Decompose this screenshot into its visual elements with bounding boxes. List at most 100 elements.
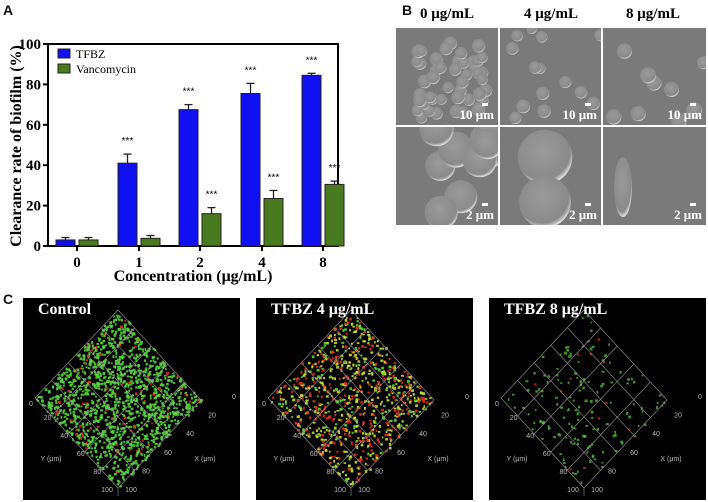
cell-dot [161,360,164,363]
cell-dot [307,435,311,438]
cell-dot [70,399,73,403]
cell-dot [80,393,83,396]
cell-dot [342,345,344,348]
cell-dot [72,410,76,414]
cell-dot [332,430,335,433]
cell-dot [546,380,549,384]
x-tick-label: 60 [164,450,172,457]
cell-dot [102,339,105,343]
cell-dot [411,389,414,392]
cell-dot [65,378,68,381]
cell-dot [137,378,141,381]
cell-dot [656,406,658,410]
cell-dot [375,429,378,433]
cell-dot [53,416,56,419]
cell-dot [362,365,365,368]
cell-dot [569,468,572,471]
cell-dot [334,377,336,381]
cell-dot [102,360,106,364]
cell-dot [134,399,137,403]
cell-dot [363,366,366,369]
cell-dot [94,445,98,447]
cell-dot [381,348,385,350]
cell-dot [368,432,372,436]
cell-dot [308,385,311,388]
cell-dot [366,438,370,442]
bacterium [614,157,632,217]
cell-dot [386,421,389,425]
cell-dot [349,398,352,401]
cell-dot [99,403,102,406]
cell-dot [324,411,328,414]
cell-dot [338,436,342,439]
cell-dot [73,418,76,421]
cell-dot [344,478,348,481]
x-tick-label: 0 [465,394,469,401]
cell-dot [353,388,357,391]
cell-dot [535,390,539,393]
cell-dot [80,432,84,435]
cell-dot [359,413,363,416]
cell-dot [332,397,335,401]
cell-dot [95,455,98,459]
cell-dot [136,423,139,427]
cell-dot [382,418,385,420]
cell-dot [137,436,140,440]
panel-label-c: C [3,291,14,307]
cell-dot [110,476,114,479]
cell-dot [95,419,98,422]
cell-dot [347,321,350,324]
cell-dot [351,375,354,378]
cell-dot [85,393,88,396]
cell-dot [352,363,355,367]
cell-dot [130,382,133,386]
cell-dot [361,436,365,440]
cell-dot [119,334,122,337]
cell-dot [126,382,128,385]
cell-dot [547,375,550,378]
cell-dot [100,409,104,412]
cell-dot [140,343,143,346]
cell-dot [320,373,323,377]
cell-dot [125,400,127,403]
cell-dot [343,427,345,431]
cell-dot [122,356,125,359]
cell-dot [355,371,359,374]
cell-dot [78,388,82,391]
cell-dot [348,361,351,364]
cell-dot [76,415,80,419]
cell-dot [383,372,387,376]
cell-dot [368,442,372,446]
bacterium [696,56,706,70]
cell-dot [129,448,131,451]
cell-dot [312,422,316,424]
grid-line [101,381,185,471]
cell-dot [409,401,412,404]
cell-dot [282,386,286,389]
cell-dot [176,377,179,380]
cell-dot [167,387,170,391]
cell-dot [104,434,107,438]
cell-dot [155,394,159,397]
cell-dot [183,397,187,400]
cell-dot [345,417,348,420]
cell-dot [627,378,630,381]
cell-dot [281,403,285,406]
cell-dot [99,365,102,369]
cell-dot [157,386,161,390]
cell-dot [81,434,84,438]
cell-dot [64,391,67,395]
cell-dot [80,381,83,385]
cell-dot [590,321,593,324]
cell-dot [379,452,383,455]
sem-image: 2 μm [603,127,706,225]
cell-dot [315,388,318,391]
cell-dot [396,416,399,418]
cell-dot [86,354,90,358]
cell-dot [113,414,116,418]
cell-dot [86,391,89,395]
cell-dot [162,412,166,414]
cell-dot [167,375,171,379]
cell-dot [344,424,348,427]
cell-dot [121,367,125,371]
